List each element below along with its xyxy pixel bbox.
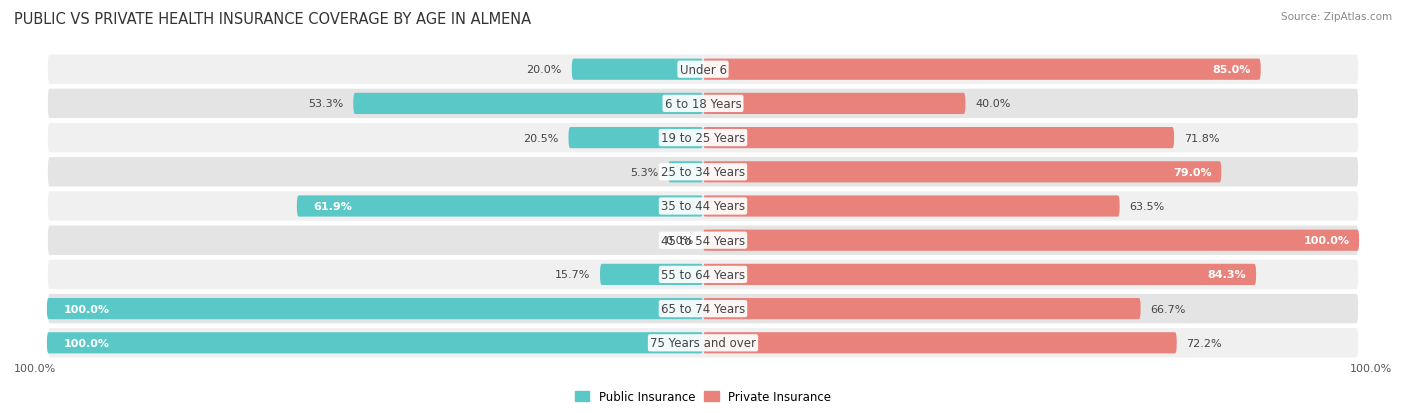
FancyBboxPatch shape (297, 196, 703, 217)
Text: 66.7%: 66.7% (1150, 304, 1185, 314)
FancyBboxPatch shape (703, 162, 1222, 183)
Text: 25 to 34 Years: 25 to 34 Years (661, 166, 745, 179)
Text: 72.2%: 72.2% (1187, 338, 1222, 348)
FancyBboxPatch shape (600, 264, 703, 285)
FancyBboxPatch shape (46, 157, 1360, 188)
Text: 20.0%: 20.0% (527, 65, 562, 75)
FancyBboxPatch shape (46, 88, 1360, 120)
FancyBboxPatch shape (703, 298, 1140, 319)
Text: 100.0%: 100.0% (14, 363, 56, 373)
FancyBboxPatch shape (668, 162, 703, 183)
Text: PUBLIC VS PRIVATE HEALTH INSURANCE COVERAGE BY AGE IN ALMENA: PUBLIC VS PRIVATE HEALTH INSURANCE COVER… (14, 12, 531, 27)
FancyBboxPatch shape (572, 59, 703, 81)
FancyBboxPatch shape (46, 191, 1360, 222)
FancyBboxPatch shape (46, 259, 1360, 290)
Text: 65 to 74 Years: 65 to 74 Years (661, 302, 745, 316)
Text: 6 to 18 Years: 6 to 18 Years (665, 97, 741, 111)
Text: 5.3%: 5.3% (630, 167, 658, 177)
FancyBboxPatch shape (46, 332, 703, 354)
FancyBboxPatch shape (703, 196, 1119, 217)
Text: 84.3%: 84.3% (1208, 270, 1246, 280)
Text: 100.0%: 100.0% (1303, 236, 1350, 246)
FancyBboxPatch shape (568, 128, 703, 149)
FancyBboxPatch shape (46, 123, 1360, 154)
Text: 100.0%: 100.0% (63, 338, 110, 348)
Text: 20.5%: 20.5% (523, 133, 558, 143)
Text: 79.0%: 79.0% (1173, 167, 1212, 177)
Text: 61.9%: 61.9% (314, 202, 352, 211)
Text: 85.0%: 85.0% (1212, 65, 1251, 75)
FancyBboxPatch shape (703, 332, 1177, 354)
Text: 0.0%: 0.0% (665, 236, 693, 246)
Text: 35 to 44 Years: 35 to 44 Years (661, 200, 745, 213)
Text: 45 to 54 Years: 45 to 54 Years (661, 234, 745, 247)
Text: 100.0%: 100.0% (63, 304, 110, 314)
Text: 75 Years and over: 75 Years and over (650, 337, 756, 349)
Text: 15.7%: 15.7% (555, 270, 591, 280)
FancyBboxPatch shape (703, 128, 1174, 149)
FancyBboxPatch shape (703, 230, 1360, 251)
Text: Under 6: Under 6 (679, 64, 727, 76)
Text: 71.8%: 71.8% (1184, 133, 1219, 143)
Text: 19 to 25 Years: 19 to 25 Years (661, 132, 745, 145)
FancyBboxPatch shape (703, 59, 1261, 81)
FancyBboxPatch shape (46, 55, 1360, 86)
FancyBboxPatch shape (46, 327, 1360, 358)
FancyBboxPatch shape (703, 264, 1256, 285)
Legend: Public Insurance, Private Insurance: Public Insurance, Private Insurance (571, 385, 835, 408)
FancyBboxPatch shape (46, 225, 1360, 256)
FancyBboxPatch shape (353, 94, 703, 115)
Text: 63.5%: 63.5% (1129, 202, 1164, 211)
FancyBboxPatch shape (46, 293, 1360, 325)
FancyBboxPatch shape (46, 298, 703, 319)
Text: 100.0%: 100.0% (1350, 363, 1392, 373)
Text: 55 to 64 Years: 55 to 64 Years (661, 268, 745, 281)
Text: 53.3%: 53.3% (308, 99, 343, 109)
Text: 40.0%: 40.0% (976, 99, 1011, 109)
FancyBboxPatch shape (703, 94, 966, 115)
Text: Source: ZipAtlas.com: Source: ZipAtlas.com (1281, 12, 1392, 22)
